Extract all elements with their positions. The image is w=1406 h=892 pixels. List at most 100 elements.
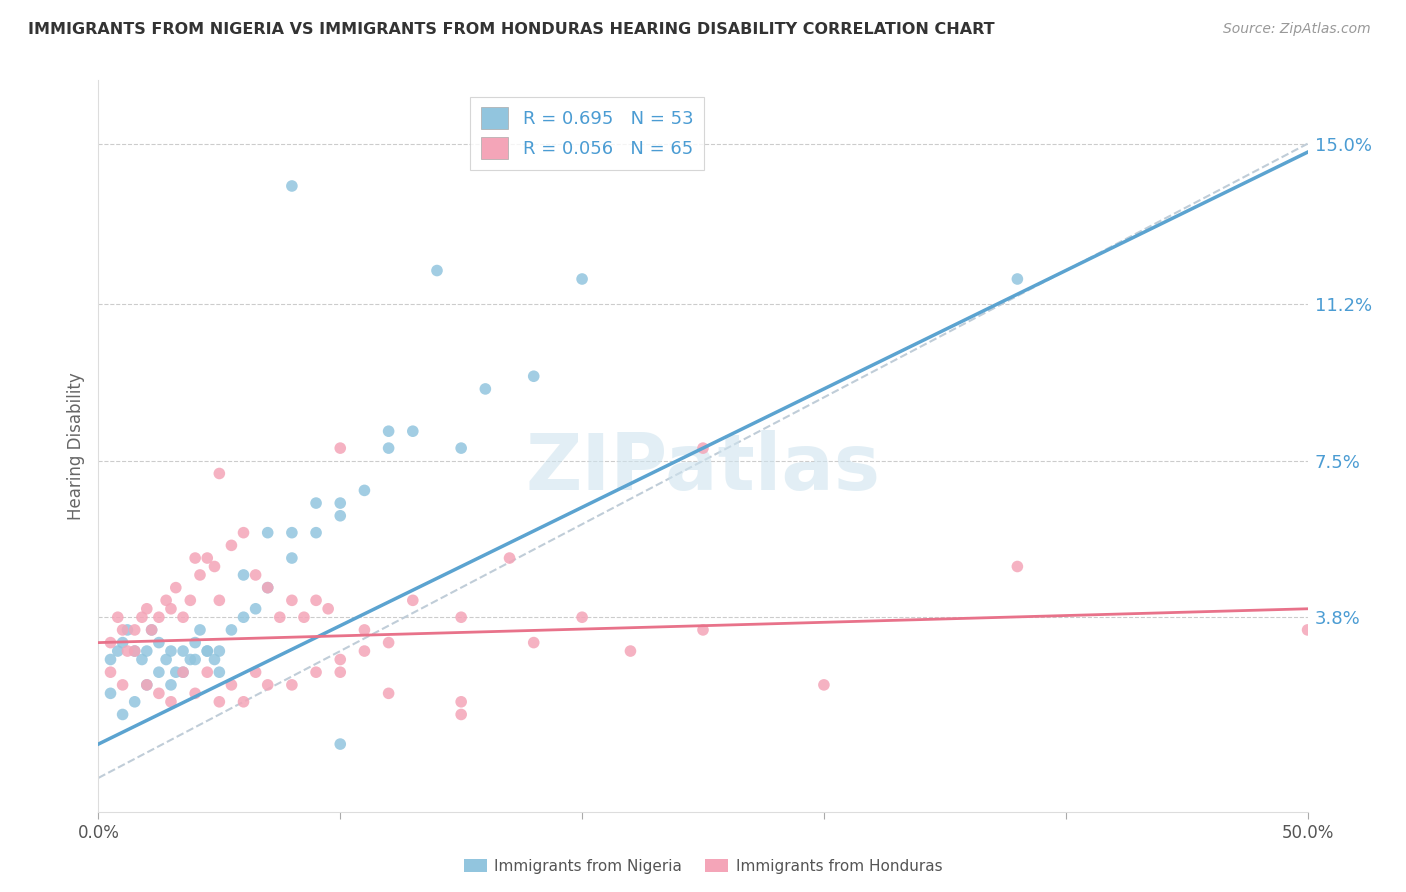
Point — [160, 601, 183, 615]
Point — [256, 581, 278, 595]
Point — [135, 678, 157, 692]
Point — [245, 601, 267, 615]
Point — [281, 593, 304, 607]
Point — [221, 538, 243, 552]
Legend: Immigrants from Nigeria, Immigrants from Honduras: Immigrants from Nigeria, Immigrants from… — [457, 853, 949, 880]
Point — [281, 678, 304, 692]
Point — [232, 568, 254, 582]
Point — [184, 635, 207, 649]
Point — [329, 652, 352, 666]
Point — [155, 652, 177, 666]
Point — [292, 610, 315, 624]
Point — [256, 678, 278, 692]
Text: Source: ZipAtlas.com: Source: ZipAtlas.com — [1223, 22, 1371, 37]
Point — [117, 644, 139, 658]
Point — [131, 652, 153, 666]
Point — [232, 695, 254, 709]
Point — [111, 707, 134, 722]
Point — [353, 483, 375, 498]
Point — [100, 686, 122, 700]
Point — [329, 441, 352, 455]
Point — [426, 263, 449, 277]
Point — [204, 559, 226, 574]
Point — [135, 644, 157, 658]
Point — [256, 525, 278, 540]
Point — [172, 665, 194, 680]
Point — [188, 623, 211, 637]
Point — [195, 644, 218, 658]
Point — [107, 610, 129, 624]
Point — [100, 665, 122, 680]
Point — [165, 581, 187, 595]
Legend: R = 0.695   N = 53, R = 0.056   N = 65: R = 0.695 N = 53, R = 0.056 N = 65 — [470, 96, 704, 169]
Point — [377, 424, 399, 438]
Point — [232, 610, 254, 624]
Point — [281, 551, 304, 566]
Point — [208, 665, 231, 680]
Point — [221, 623, 243, 637]
Point — [135, 678, 157, 692]
Point — [204, 652, 226, 666]
Point — [377, 635, 399, 649]
Point — [692, 441, 714, 455]
Point — [172, 610, 194, 624]
Point — [329, 665, 352, 680]
Y-axis label: Hearing Disability: Hearing Disability — [66, 372, 84, 520]
Point — [208, 644, 231, 658]
Point — [245, 568, 267, 582]
Point — [208, 593, 231, 607]
Point — [107, 644, 129, 658]
Point — [450, 441, 472, 455]
Point — [148, 686, 170, 700]
Point — [172, 644, 194, 658]
Point — [160, 695, 183, 709]
Point — [195, 665, 218, 680]
Point — [135, 601, 157, 615]
Point — [316, 601, 339, 615]
Point — [281, 178, 304, 193]
Point — [329, 737, 352, 751]
Text: IMMIGRANTS FROM NIGERIA VS IMMIGRANTS FROM HONDURAS HEARING DISABILITY CORRELATI: IMMIGRANTS FROM NIGERIA VS IMMIGRANTS FR… — [28, 22, 995, 37]
Point — [117, 623, 139, 637]
Point — [305, 665, 328, 680]
Point — [329, 496, 352, 510]
Point — [165, 665, 187, 680]
Point — [195, 551, 218, 566]
Point — [148, 610, 170, 624]
Point — [124, 644, 146, 658]
Point — [111, 678, 134, 692]
Point — [402, 593, 425, 607]
Point — [208, 467, 231, 481]
Point — [402, 424, 425, 438]
Point — [329, 508, 352, 523]
Point — [474, 382, 496, 396]
Point — [148, 665, 170, 680]
Point — [141, 623, 163, 637]
Point — [141, 623, 163, 637]
Point — [179, 652, 201, 666]
Point — [184, 652, 207, 666]
Point — [184, 686, 207, 700]
Point — [353, 644, 375, 658]
Point — [305, 525, 328, 540]
Point — [160, 678, 183, 692]
Point — [172, 665, 194, 680]
Point — [269, 610, 291, 624]
Point — [208, 695, 231, 709]
Point — [353, 623, 375, 637]
Point — [195, 644, 218, 658]
Point — [111, 635, 134, 649]
Point — [100, 652, 122, 666]
Point — [124, 695, 146, 709]
Point — [305, 593, 328, 607]
Point — [692, 623, 714, 637]
Point — [571, 272, 593, 286]
Text: ZIPatlas: ZIPatlas — [526, 430, 880, 506]
Point — [1007, 272, 1029, 286]
Point — [571, 610, 593, 624]
Point — [160, 644, 183, 658]
Point — [184, 551, 207, 566]
Point — [155, 593, 177, 607]
Point — [131, 610, 153, 624]
Point — [221, 678, 243, 692]
